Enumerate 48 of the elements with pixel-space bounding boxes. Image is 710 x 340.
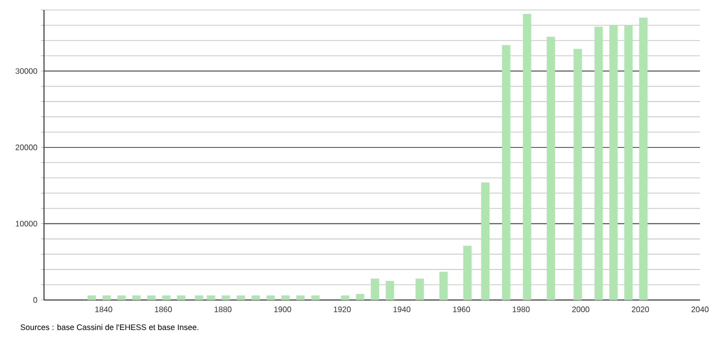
bar bbox=[439, 272, 448, 300]
bar bbox=[88, 295, 96, 300]
x-tick-label: 1960 bbox=[453, 306, 470, 312]
bar bbox=[311, 295, 320, 300]
bar bbox=[639, 18, 648, 300]
bar bbox=[296, 295, 305, 300]
bar bbox=[594, 26, 603, 300]
bar bbox=[370, 278, 380, 300]
bar bbox=[546, 36, 556, 300]
bar bbox=[522, 14, 532, 300]
bar bbox=[416, 278, 424, 300]
bar bbox=[132, 295, 141, 300]
x-tick-label: 1900 bbox=[274, 306, 292, 312]
source-note: Sources : base Cassini de l'EHESS et base Insee. bbox=[20, 324, 198, 330]
y-tick-label: 20000 bbox=[16, 144, 38, 150]
bar bbox=[356, 294, 364, 300]
bar bbox=[162, 295, 170, 300]
bar bbox=[147, 295, 156, 300]
bar bbox=[176, 295, 186, 300]
bar bbox=[236, 295, 245, 300]
x-tick-label: 1860 bbox=[154, 306, 172, 312]
x-tick-label: 1940 bbox=[394, 306, 410, 312]
bar bbox=[281, 295, 290, 300]
x-tick-label: 1920 bbox=[334, 306, 351, 312]
bar bbox=[194, 295, 204, 300]
bar bbox=[206, 295, 216, 300]
bar bbox=[624, 25, 633, 300]
x-tick-label: 1880 bbox=[214, 306, 232, 312]
bar bbox=[266, 295, 275, 300]
x-tick-label: 2000 bbox=[572, 306, 590, 312]
y-tick-label: 30000 bbox=[16, 68, 38, 74]
bar bbox=[463, 246, 472, 300]
bar bbox=[117, 295, 126, 300]
x-tick-label: 2020 bbox=[632, 306, 649, 312]
bar bbox=[340, 295, 350, 300]
y-tick-label: 0 bbox=[33, 297, 38, 303]
y-tick-label: 10000 bbox=[16, 220, 38, 227]
bar bbox=[386, 280, 394, 300]
bar bbox=[574, 48, 582, 300]
bar bbox=[102, 295, 111, 300]
bar bbox=[502, 45, 510, 300]
x-tick-label: 1840 bbox=[95, 306, 112, 312]
bar bbox=[609, 25, 618, 300]
x-tick-label: 1980 bbox=[512, 306, 530, 312]
bar bbox=[252, 295, 260, 300]
x-tick-label: 2040 bbox=[692, 306, 709, 312]
bar bbox=[222, 295, 230, 300]
bar bbox=[481, 182, 490, 300]
